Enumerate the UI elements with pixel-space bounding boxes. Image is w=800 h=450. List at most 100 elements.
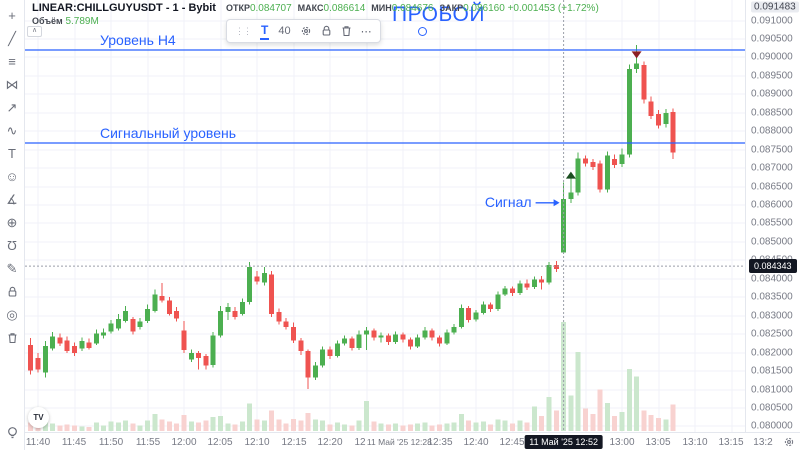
volume-bar — [298, 420, 304, 431]
volume-bar — [72, 425, 77, 431]
volume-bar — [247, 403, 253, 431]
signal-arrow[interactable] — [535, 199, 560, 207]
volume-bar — [86, 427, 92, 431]
drawing-anchor-dot[interactable] — [418, 27, 427, 36]
candle-body — [531, 279, 537, 288]
triangle-up-marker — [565, 171, 576, 179]
trend-line-icon[interactable]: ╱ — [8, 31, 16, 46]
magnet-icon[interactable]: Ω — [7, 238, 17, 253]
candle-body — [239, 302, 245, 314]
candle-body — [378, 335, 384, 338]
crosshair-icon[interactable]: + — [8, 8, 16, 23]
candle-wick — [570, 177, 572, 204]
candle-body — [466, 308, 472, 320]
prediction-measure-icon[interactable]: ↗ — [6, 100, 18, 115]
candle-body — [656, 114, 661, 126]
volume-bar — [130, 423, 136, 431]
volume-bar — [203, 420, 209, 431]
volume-bar — [524, 422, 530, 431]
volume-bar — [583, 408, 588, 431]
candle-body — [130, 319, 136, 332]
low-value: 0.084676 — [391, 3, 434, 14]
time-axis[interactable]: 11 Май '25 12:28 11 Май '25 12:52 11:40 1… — [25, 432, 800, 450]
volume-bar — [108, 421, 114, 431]
breakout-text-drawing[interactable]: ПРОБОЙ — [392, 3, 485, 26]
candlestick-plot[interactable] — [25, 0, 745, 432]
open-value: 0.084707 — [249, 3, 292, 14]
h4-level-label[interactable]: Уровень H4 — [100, 32, 176, 49]
pencil-draw-icon[interactable]: ✎ — [6, 261, 18, 276]
volume-bar — [393, 423, 399, 431]
lock-icon[interactable] — [321, 25, 332, 37]
candle-body — [225, 307, 231, 312]
candle-body — [619, 154, 625, 164]
remove-drawings-icon[interactable] — [1, 326, 23, 349]
price-tick-label: 0.081500 — [751, 365, 793, 377]
legend-collapse-button[interactable]: ∧ — [27, 26, 42, 37]
fib-retracement-icon[interactable]: ≡ — [8, 54, 16, 69]
candle-body — [641, 65, 647, 100]
volume-bar — [415, 423, 421, 431]
candle-body — [356, 334, 362, 349]
volume-bar — [93, 422, 99, 431]
candle-body — [174, 310, 180, 319]
ruler-icon[interactable]: ∡ — [6, 192, 18, 207]
trash-icon[interactable] — [341, 25, 352, 37]
candle-body — [28, 345, 34, 371]
time-tick-label: 13:15 — [718, 437, 744, 448]
volume-bar — [429, 425, 435, 431]
volume-bar — [546, 397, 552, 431]
candle-body — [327, 349, 333, 356]
candle-body — [400, 334, 406, 340]
price-tick-label: 0.090000 — [751, 51, 793, 63]
volume-bar — [619, 412, 625, 431]
font-size-button[interactable]: 40 — [278, 25, 291, 37]
emoji-icon[interactable]: ☺ — [5, 169, 19, 184]
volume-bar — [590, 414, 596, 431]
signal-level-label[interactable]: Сигнальный уровень — [100, 125, 237, 141]
time-axis-settings-gear-icon[interactable] — [783, 436, 795, 450]
drawing-anchor-time-label: 11 Май '25 12:28 — [364, 437, 434, 447]
more-options-icon[interactable]: ⋯ — [360, 25, 372, 38]
candle-body — [35, 357, 41, 370]
zoom-in-icon[interactable]: ⊕ — [6, 215, 18, 230]
hide-drawings-icon[interactable]: ◎ — [6, 307, 18, 322]
candle-body — [415, 337, 421, 347]
volume-bar — [261, 420, 267, 431]
price-tick-label: 0.086500 — [751, 181, 793, 193]
volume-bar — [181, 415, 187, 431]
drag-handle-icon[interactable]: ⋮⋮ — [235, 25, 252, 36]
candle-body — [553, 265, 559, 270]
xabcd-pattern-icon[interactable]: ⋈ — [5, 77, 19, 92]
time-tick-label: 12:00 — [171, 437, 197, 448]
text-tool-icon[interactable]: T — [8, 146, 16, 161]
price-tick-label: 0.084000 — [751, 273, 793, 285]
candle-body — [444, 332, 450, 344]
candle-body — [510, 288, 515, 294]
time-tick-label: 12:40 — [463, 437, 489, 448]
symbol-title[interactable]: LINEAR:CHILLGUYUSDT - 1 - Bybit — [32, 2, 216, 14]
volume-bar — [334, 422, 340, 431]
volume-bar — [291, 418, 296, 431]
volume-bar — [305, 413, 311, 431]
candle-wick — [366, 326, 367, 350]
candle-body — [123, 310, 129, 321]
volume-bar — [437, 424, 442, 431]
drawing-tools-toolbar: + ╱ ≡ ⋈ ↗ ∿ T ☺ ∡ ⊕ Ω ✎ ◎ — [0, 0, 25, 450]
idea-bulb-icon[interactable] — [1, 421, 23, 444]
settings-gear-icon[interactable] — [300, 25, 312, 37]
chart-pane[interactable]: LINEAR:CHILLGUYUSDT - 1 - Bybit ОТКР0.084… — [25, 0, 745, 432]
volume-bar — [670, 404, 676, 431]
lock-all-icon[interactable] — [1, 280, 23, 303]
candle-wick — [161, 282, 163, 303]
price-axis[interactable]: 0.091483 0.084343 0.091000 0.090500 0.0900… — [745, 0, 800, 432]
grid — [25, 0, 745, 432]
brush-icon[interactable]: ∿ — [6, 123, 18, 138]
signal-annotation-label[interactable]: Сигнал — [484, 193, 532, 210]
level-lines[interactable] — [25, 49, 745, 144]
text-color-icon[interactable]: T — [260, 23, 270, 40]
price-tick-label: 0.085500 — [751, 217, 793, 229]
close-value: 0.086160 — [463, 3, 505, 14]
volume-bar — [225, 423, 231, 431]
